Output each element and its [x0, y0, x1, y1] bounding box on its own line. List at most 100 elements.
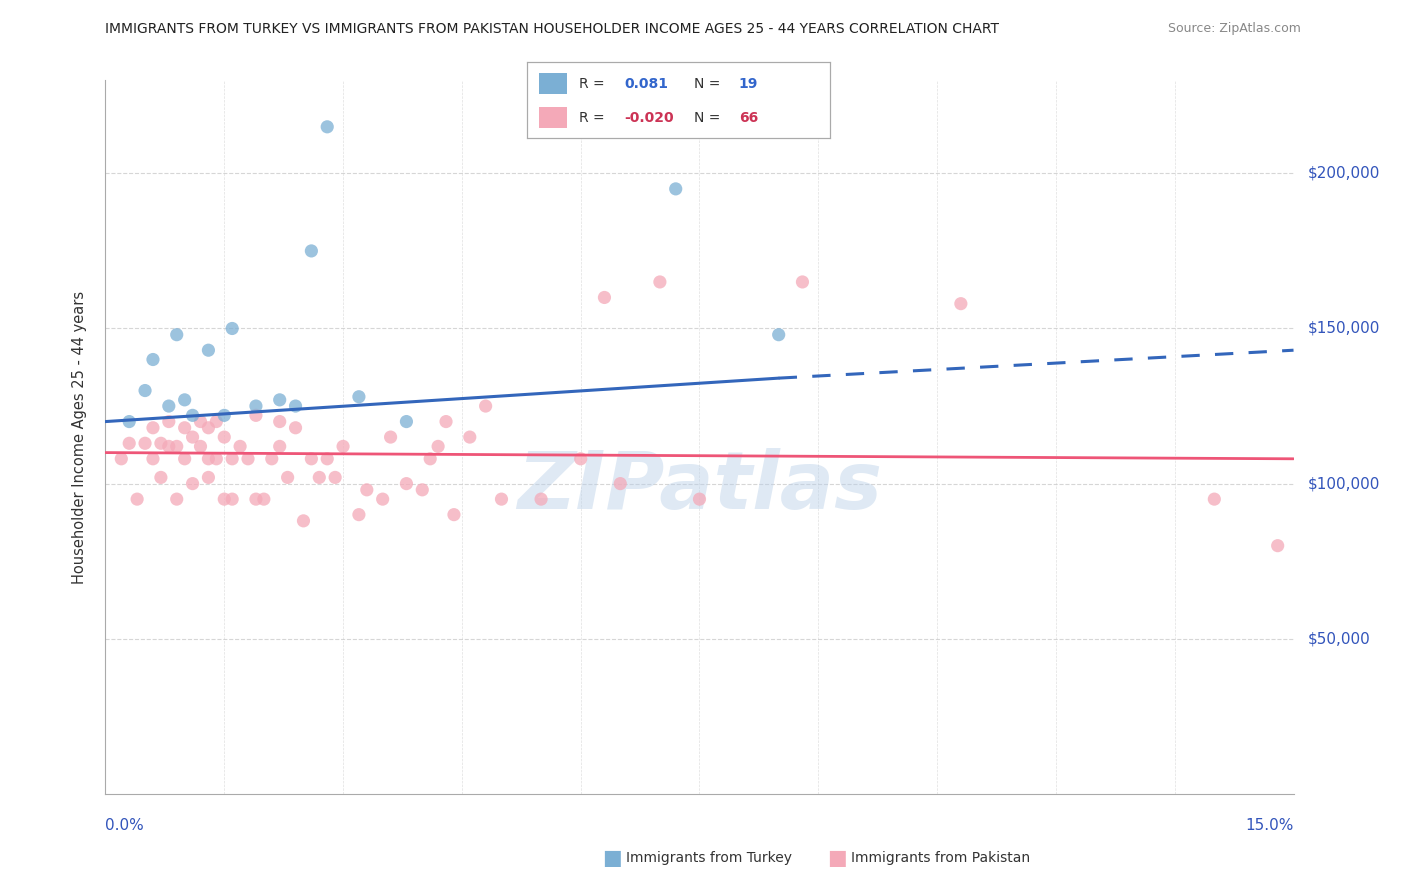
Point: [269, 439, 291, 453]
Point: [792, 275, 814, 289]
Point: [458, 430, 481, 444]
Point: [181, 430, 204, 444]
Point: [221, 321, 243, 335]
Text: ZIPatlas: ZIPatlas: [517, 448, 882, 526]
Point: [260, 451, 283, 466]
Text: ■: ■: [827, 848, 846, 868]
Point: [411, 483, 433, 497]
Text: N =: N =: [693, 77, 720, 91]
Point: [316, 451, 339, 466]
Point: [443, 508, 465, 522]
Point: [299, 451, 322, 466]
Point: [1204, 492, 1226, 507]
Point: [221, 451, 243, 466]
Text: $100,000: $100,000: [1308, 476, 1379, 491]
Point: [245, 399, 267, 413]
Point: [118, 415, 141, 429]
Text: $50,000: $50,000: [1308, 632, 1371, 646]
Point: [299, 244, 322, 258]
Point: [149, 436, 172, 450]
Text: $200,000: $200,000: [1308, 166, 1379, 181]
Point: [190, 415, 212, 429]
Point: [157, 399, 180, 413]
Point: [127, 492, 149, 507]
Point: [157, 439, 180, 453]
Point: [214, 409, 236, 423]
Point: [197, 421, 219, 435]
Text: 0.0%: 0.0%: [105, 818, 145, 832]
Text: Source: ZipAtlas.com: Source: ZipAtlas.com: [1167, 22, 1301, 36]
Point: [269, 415, 291, 429]
Point: [197, 470, 219, 484]
Text: N =: N =: [693, 111, 720, 125]
Point: [277, 470, 299, 484]
Point: [134, 436, 156, 450]
Point: [205, 415, 228, 429]
Point: [166, 492, 188, 507]
Point: [316, 120, 339, 134]
Point: [142, 421, 165, 435]
Point: [323, 470, 346, 484]
Point: [949, 296, 972, 310]
Text: R =: R =: [579, 111, 605, 125]
Point: [434, 415, 457, 429]
Point: [371, 492, 394, 507]
Point: [173, 392, 195, 407]
Point: [332, 439, 354, 453]
Point: [197, 343, 219, 358]
Point: [221, 492, 243, 507]
Y-axis label: Householder Income Ages 25 - 44 years: Householder Income Ages 25 - 44 years: [72, 291, 87, 583]
Text: -0.020: -0.020: [624, 111, 673, 125]
Point: [569, 451, 592, 466]
Point: [197, 451, 219, 466]
Point: [214, 430, 236, 444]
Point: [166, 327, 188, 342]
Point: [395, 476, 418, 491]
Point: [253, 492, 276, 507]
Point: [229, 439, 252, 453]
Point: [347, 508, 370, 522]
Text: Immigrants from Turkey: Immigrants from Turkey: [626, 851, 792, 865]
Text: 19: 19: [740, 77, 758, 91]
Point: [292, 514, 315, 528]
Point: [419, 451, 441, 466]
Point: [474, 399, 496, 413]
Point: [347, 390, 370, 404]
Text: Immigrants from Pakistan: Immigrants from Pakistan: [851, 851, 1029, 865]
Point: [665, 182, 688, 196]
Point: [142, 451, 165, 466]
Bar: [540, 107, 567, 128]
Point: [245, 492, 267, 507]
Point: [118, 436, 141, 450]
Point: [593, 290, 616, 304]
Point: [648, 275, 671, 289]
Point: [149, 470, 172, 484]
Point: [173, 451, 195, 466]
Point: [236, 451, 259, 466]
Point: [110, 451, 132, 466]
Point: [284, 421, 307, 435]
Point: [181, 409, 204, 423]
Text: R =: R =: [579, 77, 605, 91]
Text: 15.0%: 15.0%: [1246, 818, 1294, 832]
Point: [181, 476, 204, 491]
Bar: [540, 73, 567, 95]
Point: [395, 415, 418, 429]
Point: [134, 384, 156, 398]
Text: $150,000: $150,000: [1308, 321, 1379, 336]
Point: [609, 476, 631, 491]
Text: ■: ■: [602, 848, 621, 868]
Point: [214, 492, 236, 507]
Point: [1267, 539, 1289, 553]
Point: [427, 439, 450, 453]
Point: [491, 492, 513, 507]
Point: [173, 421, 195, 435]
Text: 0.081: 0.081: [624, 77, 668, 91]
Point: [768, 327, 790, 342]
Point: [530, 492, 553, 507]
Point: [142, 352, 165, 367]
Point: [205, 451, 228, 466]
Point: [380, 430, 402, 444]
Point: [689, 492, 711, 507]
Text: 66: 66: [740, 111, 758, 125]
